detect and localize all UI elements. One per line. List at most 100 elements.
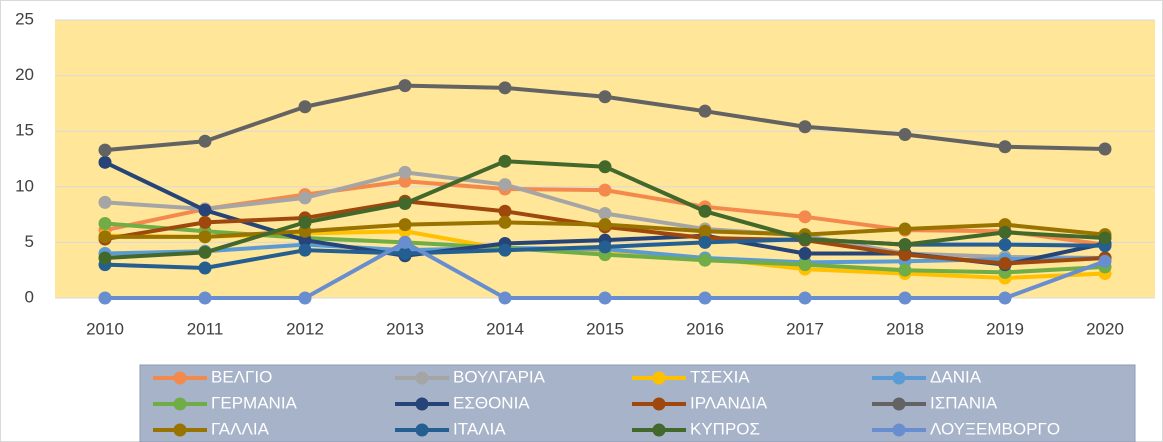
point bbox=[198, 215, 212, 229]
point bbox=[398, 165, 412, 179]
point bbox=[1098, 231, 1112, 245]
point bbox=[198, 230, 212, 244]
point bbox=[798, 291, 812, 305]
point bbox=[1098, 254, 1112, 268]
legend-label: ΓΑΛΛΙΑ bbox=[211, 419, 270, 438]
point bbox=[298, 215, 312, 229]
point bbox=[998, 140, 1012, 154]
point bbox=[898, 222, 912, 236]
point bbox=[398, 218, 412, 232]
point bbox=[498, 204, 512, 218]
legend-swatch-point bbox=[652, 397, 666, 411]
point bbox=[198, 203, 212, 217]
legend-swatch-point bbox=[415, 397, 429, 411]
legend-label: ΕΣΘΟΝΙΑ bbox=[453, 393, 530, 412]
point bbox=[1098, 142, 1112, 156]
y-tick-label: 5 bbox=[25, 232, 34, 251]
point bbox=[698, 224, 712, 238]
point bbox=[498, 291, 512, 305]
point bbox=[698, 204, 712, 218]
point bbox=[598, 240, 612, 254]
point bbox=[398, 235, 412, 249]
y-tick-label: 10 bbox=[15, 176, 34, 195]
legend-swatch-point bbox=[173, 371, 187, 385]
point bbox=[198, 245, 212, 259]
point bbox=[198, 134, 212, 148]
point bbox=[698, 235, 712, 249]
point bbox=[898, 263, 912, 277]
legend-swatch-point bbox=[415, 423, 429, 437]
point bbox=[98, 291, 112, 305]
point bbox=[98, 230, 112, 244]
point bbox=[598, 183, 612, 197]
point bbox=[198, 261, 212, 275]
legend-label: ΙΣΠΑΝΙΑ bbox=[930, 393, 998, 412]
x-tick-label: 2015 bbox=[586, 319, 624, 338]
point bbox=[998, 225, 1012, 239]
legend-label: ΒΟΥΛΓΑΡΙΑ bbox=[453, 367, 546, 386]
point bbox=[298, 100, 312, 114]
point bbox=[898, 238, 912, 252]
point bbox=[398, 79, 412, 93]
point bbox=[398, 247, 412, 261]
legend-label: ΤΣΕΧΙΑ bbox=[690, 367, 750, 386]
legend-swatch-point bbox=[652, 423, 666, 437]
point bbox=[398, 196, 412, 210]
point bbox=[598, 218, 612, 232]
x-tick-label: 2014 bbox=[486, 319, 524, 338]
point bbox=[898, 291, 912, 305]
legend-label: ΙΤΑΛΙΑ bbox=[453, 419, 506, 438]
point bbox=[998, 257, 1012, 271]
point bbox=[498, 215, 512, 229]
point bbox=[498, 243, 512, 257]
point bbox=[598, 90, 612, 104]
legend-swatch-point bbox=[173, 423, 187, 437]
legend-swatch-point bbox=[652, 371, 666, 385]
point bbox=[98, 155, 112, 169]
legend-swatch-point bbox=[892, 423, 906, 437]
point bbox=[498, 178, 512, 192]
point bbox=[298, 224, 312, 238]
point bbox=[898, 248, 912, 262]
x-tick-label: 2013 bbox=[386, 319, 424, 338]
point bbox=[798, 258, 812, 272]
point bbox=[798, 232, 812, 246]
point bbox=[298, 243, 312, 257]
x-tick-label: 2010 bbox=[86, 319, 124, 338]
point bbox=[498, 154, 512, 168]
point bbox=[298, 233, 312, 247]
point bbox=[598, 160, 612, 174]
legend-swatch-point bbox=[173, 397, 187, 411]
point bbox=[298, 191, 312, 205]
point bbox=[398, 174, 412, 188]
point bbox=[98, 216, 112, 230]
legend-label: ΓΕΡΜΑΝΙΑ bbox=[211, 393, 298, 412]
point bbox=[798, 247, 812, 261]
point bbox=[298, 291, 312, 305]
y-tick-label: 25 bbox=[15, 9, 34, 28]
point bbox=[98, 143, 112, 157]
x-tick-label: 2019 bbox=[986, 319, 1024, 338]
point bbox=[98, 251, 112, 265]
point bbox=[198, 291, 212, 305]
y-tick-label: 20 bbox=[15, 65, 34, 84]
x-tick-label: 2017 bbox=[786, 319, 824, 338]
point bbox=[898, 128, 912, 142]
legend-label: ΛΟΥΞΕΜΒΟΡΓΟ bbox=[930, 419, 1060, 438]
point bbox=[798, 210, 812, 224]
x-tick-label: 2020 bbox=[1086, 319, 1124, 338]
x-tick-label: 2011 bbox=[187, 319, 224, 338]
point bbox=[498, 81, 512, 95]
legend-label: ΔΑΝΙΑ bbox=[930, 367, 982, 386]
x-tick-label: 2016 bbox=[686, 319, 724, 338]
y-tick-label: 15 bbox=[15, 121, 34, 140]
legend-swatch-point bbox=[415, 371, 429, 385]
point bbox=[798, 120, 812, 134]
point bbox=[698, 253, 712, 267]
point bbox=[598, 291, 612, 305]
legend-swatch-point bbox=[892, 371, 906, 385]
legend-label: ΒΕΛΓΙΟ bbox=[211, 367, 272, 386]
point bbox=[98, 195, 112, 209]
point bbox=[598, 206, 612, 220]
